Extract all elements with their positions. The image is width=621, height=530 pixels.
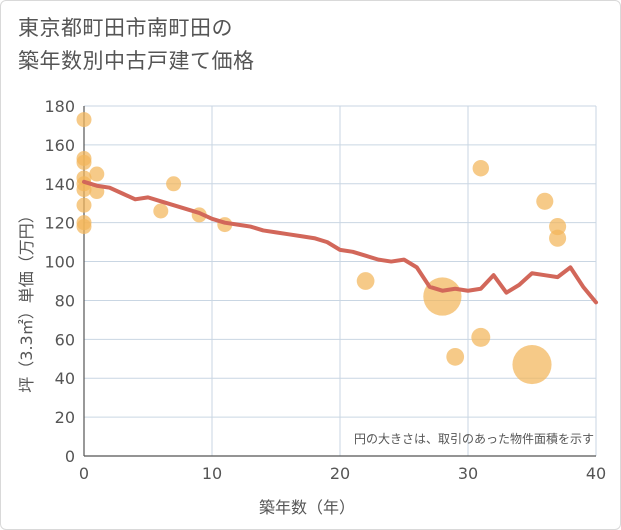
chart-title-line-2: 築年数別中古戸建て価格 [18, 49, 255, 73]
scatter-point [512, 345, 552, 385]
size-legend-note: 円の大きさは、取引のあった物件面積を示す [354, 431, 594, 446]
trend-line-series [82, 179, 598, 305]
scatter-point [549, 229, 567, 247]
y-tick-label: 140 [44, 175, 75, 194]
scatter-point [76, 182, 92, 198]
y-axis-title: 坪（3.3㎡）単価（万円） [17, 207, 36, 392]
scatter-point [472, 160, 490, 177]
x-axis-title: 築年数（年） [259, 498, 355, 517]
scatter-point [76, 112, 92, 128]
y-tick-label: 80 [55, 291, 75, 310]
scatter-point [76, 154, 92, 170]
x-tick-label: 30 [458, 464, 478, 483]
y-tick-label: 0 [65, 447, 75, 466]
x-tick-label: 0 [79, 464, 89, 483]
y-tick-label: 120 [44, 214, 75, 233]
scatter-point [76, 197, 92, 213]
scatter-point [166, 176, 182, 192]
scatter-point [89, 166, 105, 182]
chart-title: 東京都町田市南町田の 築年数別中古戸建て価格 [18, 12, 255, 78]
scatter-point [153, 203, 169, 219]
scatter-point [446, 347, 465, 366]
y-tick-label: 180 [44, 97, 75, 116]
x-tick-label: 10 [202, 464, 222, 483]
scatter-series [76, 112, 567, 385]
scatter-point [536, 192, 554, 210]
x-tick-label: 40 [586, 464, 606, 483]
average-price-line [82, 179, 598, 305]
y-tick-label: 160 [44, 136, 75, 155]
scatter-point [356, 272, 375, 290]
scatter-point [471, 327, 491, 347]
y-tick-label: 100 [44, 253, 75, 272]
x-tick-label: 20 [330, 464, 350, 483]
grid-lines [83, 105, 597, 457]
chart-title-line-1: 東京都町田市南町田の [18, 16, 233, 40]
y-tick-label: 60 [55, 330, 75, 349]
scatter-point [76, 219, 92, 235]
y-tick-label: 40 [55, 369, 75, 388]
y-tick-label: 20 [55, 408, 75, 427]
x-axis-ticks: 0 10 20 30 40 [79, 464, 606, 483]
y-axis-ticks: 0 20 40 60 80 100 120 140 160 180 [44, 97, 75, 466]
